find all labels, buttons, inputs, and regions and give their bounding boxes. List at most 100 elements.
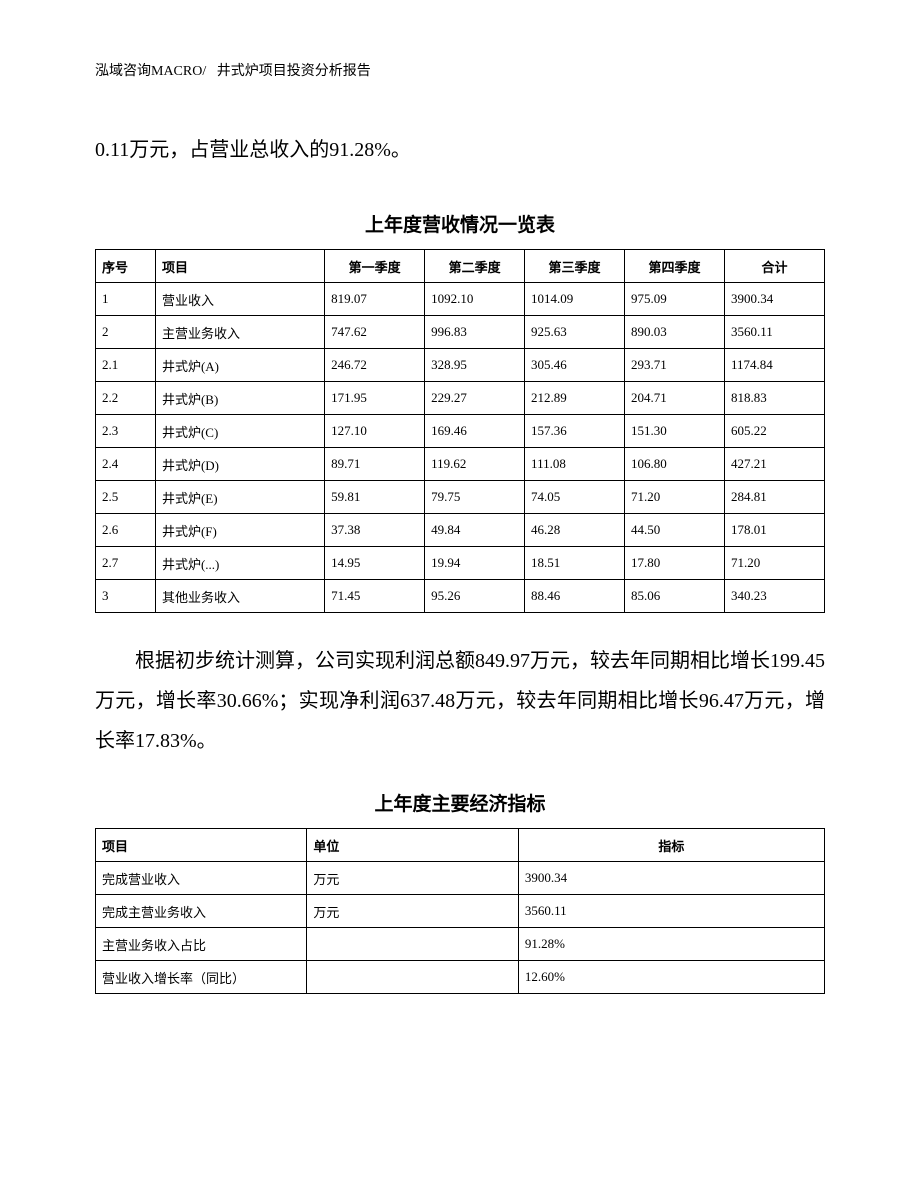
mid-paragraph: 根据初步统计测算，公司实现利润总额849.97万元，较去年同期相比增长199.4… — [95, 641, 825, 761]
table-cell: 151.30 — [625, 415, 725, 448]
table-cell: 95.26 — [425, 580, 525, 613]
table-cell: 71.45 — [325, 580, 425, 613]
table-row: 2.1井式炉(A)246.72328.95305.46293.711174.84 — [96, 349, 825, 382]
table-row: 1营业收入819.071092.101014.09975.093900.34 — [96, 283, 825, 316]
table-cell: 2.4 — [96, 448, 156, 481]
table-cell: 1014.09 — [525, 283, 625, 316]
table-cell: 营业收入 — [155, 283, 324, 316]
header-right: 井式炉项目投资分析报告 — [217, 64, 371, 79]
table-row: 主营业务收入占比 91.28% — [96, 928, 825, 961]
col-header: 指标 — [518, 829, 824, 862]
table-cell: 71.20 — [724, 547, 824, 580]
table-cell: 44.50 — [625, 514, 725, 547]
col-header: 单位 — [307, 829, 518, 862]
table-cell: 71.20 — [625, 481, 725, 514]
indicator-table: 项目 单位 指标 完成营业收入万元3900.34完成主营业务收入万元3560.1… — [95, 828, 825, 994]
table-cell: 井式炉(E) — [155, 481, 324, 514]
table-cell: 106.80 — [625, 448, 725, 481]
table-cell: 完成主营业务收入 — [96, 895, 307, 928]
table-cell: 91.28% — [518, 928, 824, 961]
table-cell: 2.2 — [96, 382, 156, 415]
table-cell: 74.05 — [525, 481, 625, 514]
table-cell: 2.7 — [96, 547, 156, 580]
table-cell: 178.01 — [724, 514, 824, 547]
table-cell: 3900.34 — [518, 862, 824, 895]
table-cell: 212.89 — [525, 382, 625, 415]
col-header: 第三季度 — [525, 250, 625, 283]
table-cell: 14.95 — [325, 547, 425, 580]
table-cell: 万元 — [307, 895, 518, 928]
col-header: 项目 — [155, 250, 324, 283]
table-cell: 3900.34 — [724, 283, 824, 316]
page-header: 泓域咨询MACRO/ 井式炉项目投资分析报告 — [95, 60, 825, 80]
table-row: 2.7井式炉(...)14.9519.9418.5117.8071.20 — [96, 547, 825, 580]
revenue-table: 序号 项目 第一季度 第二季度 第三季度 第四季度 合计 1营业收入819.07… — [95, 249, 825, 613]
table-cell: 169.46 — [425, 415, 525, 448]
table-row: 完成营业收入万元3900.34 — [96, 862, 825, 895]
table-cell: 完成营业收入 — [96, 862, 307, 895]
table-cell: 2 — [96, 316, 156, 349]
table-row: 2.2井式炉(B)171.95229.27212.89204.71818.83 — [96, 382, 825, 415]
table-cell: 万元 — [307, 862, 518, 895]
table-cell: 890.03 — [625, 316, 725, 349]
table-cell: 59.81 — [325, 481, 425, 514]
table-row: 营业收入增长率（同比） 12.60% — [96, 961, 825, 994]
table-cell: 89.71 — [325, 448, 425, 481]
table-cell: 293.71 — [625, 349, 725, 382]
table-cell: 818.83 — [724, 382, 824, 415]
table-cell: 747.62 — [325, 316, 425, 349]
table-row: 完成主营业务收入万元3560.11 — [96, 895, 825, 928]
col-header: 第一季度 — [325, 250, 425, 283]
table-cell: 2.3 — [96, 415, 156, 448]
table-cell: 19.94 — [425, 547, 525, 580]
table-cell: 204.71 — [625, 382, 725, 415]
table-cell: 37.38 — [325, 514, 425, 547]
table-cell: 3 — [96, 580, 156, 613]
table-cell: 井式炉(A) — [155, 349, 324, 382]
table-cell: 46.28 — [525, 514, 625, 547]
col-header: 第二季度 — [425, 250, 525, 283]
table-cell: 171.95 — [325, 382, 425, 415]
table-cell: 2.1 — [96, 349, 156, 382]
table-cell: 1174.84 — [724, 349, 824, 382]
col-header: 项目 — [96, 829, 307, 862]
table-cell: 3560.11 — [518, 895, 824, 928]
table-cell: 3560.11 — [724, 316, 824, 349]
table-cell: 119.62 — [425, 448, 525, 481]
table-cell — [307, 961, 518, 994]
table-cell: 1092.10 — [425, 283, 525, 316]
table-cell: 49.84 — [425, 514, 525, 547]
table-cell: 427.21 — [724, 448, 824, 481]
table-cell: 2.6 — [96, 514, 156, 547]
table-cell: 85.06 — [625, 580, 725, 613]
table-row: 3其他业务收入71.4595.2688.4685.06340.23 — [96, 580, 825, 613]
table-cell — [307, 928, 518, 961]
table-cell: 主营业务收入占比 — [96, 928, 307, 961]
table2-body: 完成营业收入万元3900.34完成主营业务收入万元3560.11主营业务收入占比… — [96, 862, 825, 994]
table-cell: 79.75 — [425, 481, 525, 514]
table-row: 2.4井式炉(D)89.71119.62111.08106.80427.21 — [96, 448, 825, 481]
table-cell: 246.72 — [325, 349, 425, 382]
table-cell: 127.10 — [325, 415, 425, 448]
table-cell: 996.83 — [425, 316, 525, 349]
table-cell: 605.22 — [724, 415, 824, 448]
table-cell: 井式炉(B) — [155, 382, 324, 415]
table-cell: 111.08 — [525, 448, 625, 481]
table-row: 2主营业务收入747.62996.83925.63890.033560.11 — [96, 316, 825, 349]
table-row: 2.6井式炉(F)37.3849.8446.2844.50178.01 — [96, 514, 825, 547]
table-cell: 340.23 — [724, 580, 824, 613]
table-cell: 17.80 — [625, 547, 725, 580]
header-left: 泓域咨询MACRO/ — [95, 64, 206, 79]
table-cell: 12.60% — [518, 961, 824, 994]
col-header: 合计 — [724, 250, 824, 283]
table-header-row: 序号 项目 第一季度 第二季度 第三季度 第四季度 合计 — [96, 250, 825, 283]
table-cell: 营业收入增长率（同比） — [96, 961, 307, 994]
table-row: 2.3井式炉(C)127.10169.46157.36151.30605.22 — [96, 415, 825, 448]
table-cell: 1 — [96, 283, 156, 316]
table1-body: 1营业收入819.071092.101014.09975.093900.342主… — [96, 283, 825, 613]
table-cell: 其他业务收入 — [155, 580, 324, 613]
table1-title: 上年度营收情况一览表 — [95, 210, 825, 237]
table-cell: 328.95 — [425, 349, 525, 382]
table-row: 2.5井式炉(E)59.8179.7574.0571.20284.81 — [96, 481, 825, 514]
col-header: 第四季度 — [625, 250, 725, 283]
